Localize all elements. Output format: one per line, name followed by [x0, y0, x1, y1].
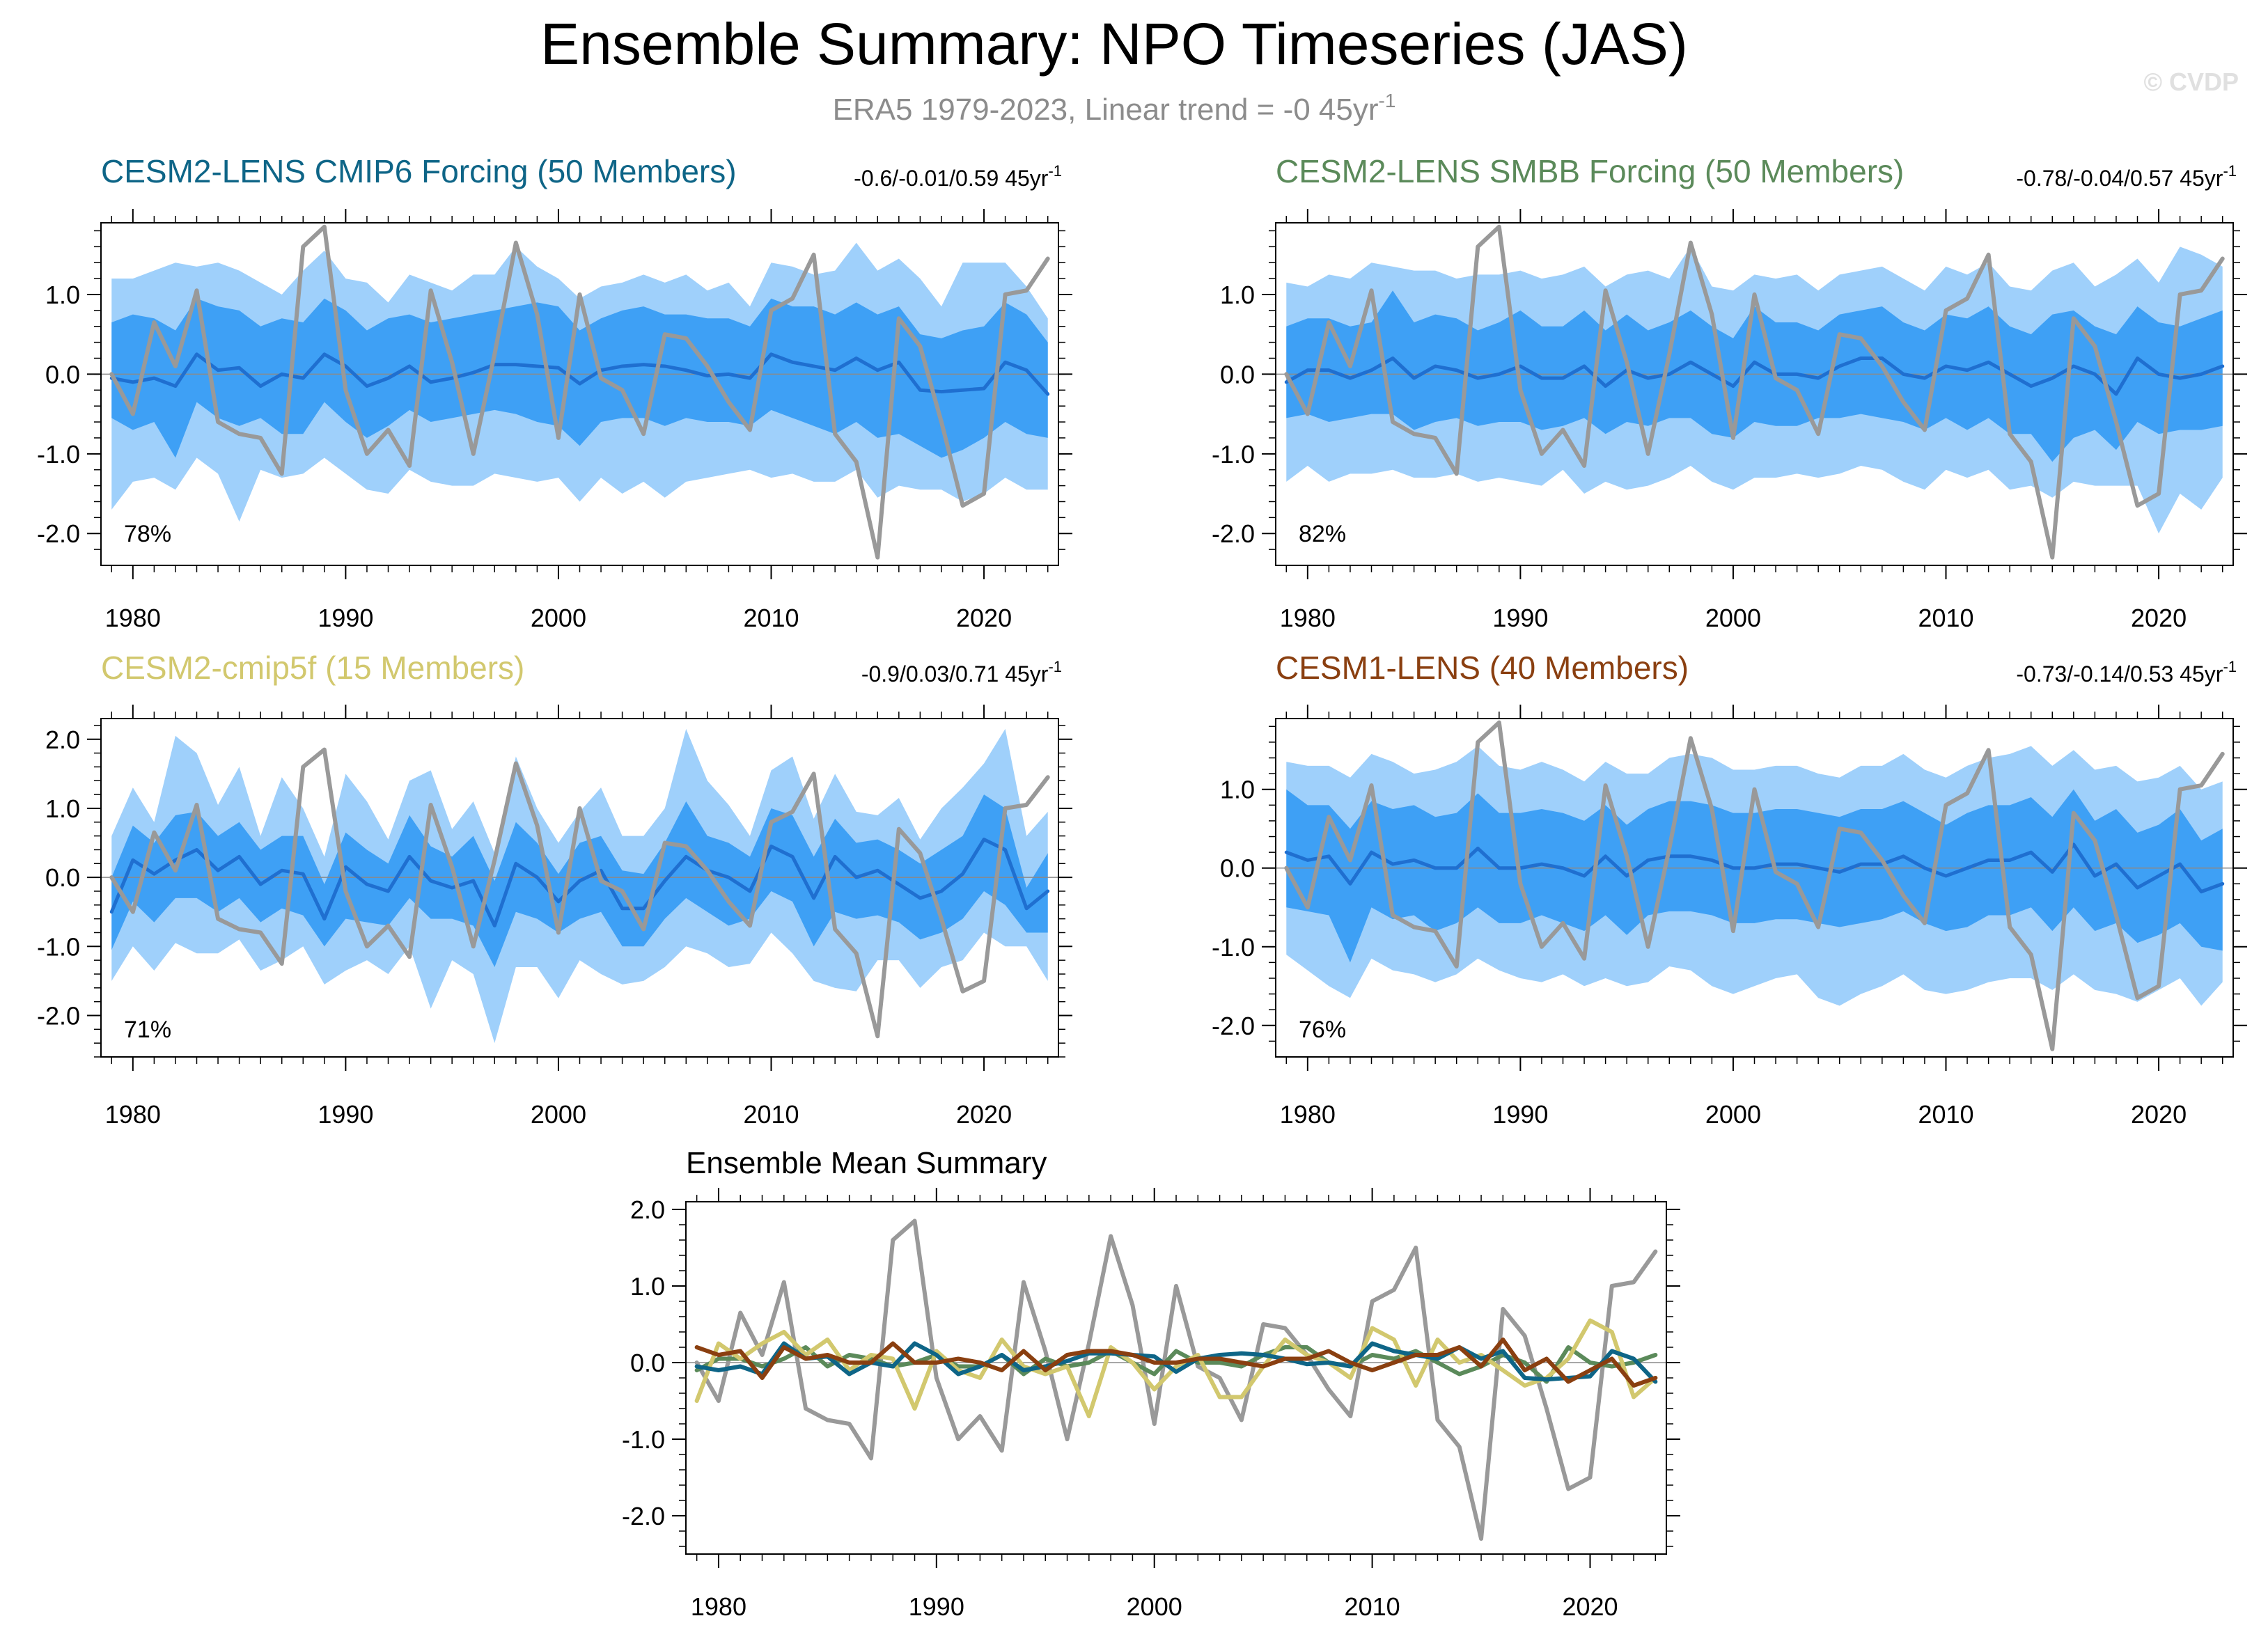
- page-subtitle: ERA5 1979-2023, Linear trend = -0 45yr-1: [833, 90, 1396, 127]
- x-tick-label: 1990: [1492, 604, 1548, 632]
- trend-label-superscript: -1: [1048, 162, 1062, 180]
- x-tick-label: 2000: [531, 604, 586, 632]
- x-tick-label: 2010: [1918, 1100, 1973, 1129]
- trend-label-text: -0.78/-0.04/0.57 45yr: [2016, 166, 2223, 191]
- y-tick-label: 0.0: [45, 360, 80, 389]
- y-tick-label: 1.0: [45, 281, 80, 309]
- percent-label: 76%: [1299, 1017, 1346, 1043]
- percent-label: 82%: [1299, 521, 1346, 547]
- y-tick-label: 0.0: [1220, 360, 1255, 389]
- x-tick-label: 2020: [2131, 604, 2187, 632]
- trend-label: -0.78/-0.04/0.57 45yr-1: [2016, 162, 2237, 191]
- trend-label-text: -0.9/0.03/0.71 45yr: [861, 661, 1049, 687]
- x-tick-label: 1990: [1492, 1100, 1548, 1129]
- y-tick-label: 1.0: [630, 1272, 665, 1301]
- y-tick-label: 1.0: [1220, 776, 1255, 804]
- x-tick-label: 2000: [1705, 1100, 1761, 1129]
- panel-cesm2-lens-smbb: CESM2-LENS SMBB Forcing (50 Members) -0.7…: [1212, 153, 2247, 632]
- ensemble-mean-line: [1284, 842, 2225, 894]
- y-tick-label: 0.0: [45, 863, 80, 892]
- obs-line: [109, 224, 1050, 560]
- x-tick-label: 2000: [1127, 1592, 1182, 1621]
- y-tick-label: -2.0: [37, 519, 80, 548]
- series-line: [694, 1318, 1658, 1418]
- x-tick-label: 1980: [1280, 1100, 1336, 1129]
- x-tick-label: 2020: [1562, 1592, 1618, 1621]
- percent-label: 71%: [124, 1017, 171, 1043]
- x-tick-label: 1990: [909, 1592, 964, 1621]
- plot-area: [686, 1202, 1666, 1554]
- panel-title: CESM2-LENS CMIP6 Forcing (50 Members): [101, 153, 737, 189]
- trend-label: -0.6/-0.01/0.59 45yr-1: [854, 162, 1062, 191]
- obs-line: [109, 747, 1050, 1039]
- y-tick-label: 1.0: [1220, 281, 1255, 309]
- x-tick-label: 1990: [318, 604, 373, 632]
- x-tick-label: 2000: [1705, 604, 1761, 632]
- percent-label: 78%: [124, 521, 171, 547]
- y-tick-label: -2.0: [1212, 1012, 1255, 1040]
- x-tick-label: 1980: [105, 604, 161, 632]
- obs-line: [1284, 720, 2225, 1051]
- x-tick-label: 2000: [531, 1100, 586, 1129]
- y-tick-label: 2.0: [45, 726, 80, 754]
- y-tick-label: 1.0: [45, 794, 80, 823]
- obs-line: [1284, 224, 2225, 560]
- trend-label-text: -0.73/-0.14/0.53 45yr: [2016, 661, 2223, 687]
- trend-label-text: -0.6/-0.01/0.59 45yr: [854, 166, 1049, 191]
- page-subtitle-superscript: -1: [1379, 90, 1396, 111]
- panel-title: CESM2-LENS SMBB Forcing (50 Members): [1276, 153, 1904, 189]
- panel-ensemble-mean-summary: Ensemble Mean Summary -2.0 -1.0 0.0 1.0 2.0 19…: [622, 1146, 1680, 1621]
- panel-title: Ensemble Mean Summary: [686, 1146, 1047, 1180]
- y-tick-label: -2.0: [37, 1001, 80, 1030]
- series-line: [694, 1218, 1658, 1541]
- x-tick-label: 1980: [1280, 604, 1336, 632]
- y-tick-label: -2.0: [1212, 519, 1255, 548]
- series-line: [694, 1345, 1658, 1384]
- x-tick-label: 1990: [318, 1100, 373, 1129]
- panel-cesm2-lens-cmip6: CESM2-LENS CMIP6 Forcing (50 Members) -0.…: [37, 153, 1072, 632]
- y-tick-label: -1.0: [37, 440, 80, 469]
- trend-label-superscript: -1: [2223, 162, 2237, 180]
- x-tick-label: 2010: [1345, 1592, 1400, 1621]
- y-tick-label: -1.0: [622, 1425, 665, 1454]
- page-subtitle-text: ERA5 1979-2023, Linear trend = -0 45yr: [833, 93, 1379, 127]
- x-tick-label: 2010: [743, 1100, 799, 1129]
- x-tick-label: 2020: [2131, 1100, 2187, 1129]
- x-tick-label: 1980: [105, 1100, 161, 1129]
- panels: CESM2-LENS CMIP6 Forcing (50 Members) -0.…: [37, 153, 2247, 1621]
- band-25-75: [1286, 789, 2223, 963]
- y-tick-label: -2.0: [622, 1502, 665, 1530]
- trend-label: -0.9/0.03/0.71 45yr-1: [861, 658, 1062, 687]
- band-25-75: [111, 298, 1048, 458]
- x-tick-label: 1980: [691, 1592, 746, 1621]
- x-tick-label: 2020: [956, 604, 1012, 632]
- panel-title: CESM1-LENS (40 Members): [1276, 650, 1689, 686]
- ensemble-mean-line: [1284, 356, 2225, 396]
- x-tick-label: 2020: [956, 1100, 1012, 1129]
- y-tick-label: 0.0: [630, 1349, 665, 1377]
- band-25-75: [1286, 290, 2223, 462]
- series-line: [694, 1341, 1658, 1384]
- y-tick-label: -1.0: [1212, 440, 1255, 469]
- panel-cesm2-cmip5f: CESM2-cmip5f (15 Members) -0.9/0.03/0.71 …: [37, 650, 1072, 1129]
- trend-label-superscript: -1: [1048, 658, 1062, 675]
- trend-label: -0.73/-0.14/0.53 45yr-1: [2016, 658, 2237, 687]
- panel-title: CESM2-cmip5f (15 Members): [101, 650, 524, 686]
- x-tick-label: 2010: [743, 604, 799, 632]
- y-tick-label: 2.0: [630, 1195, 665, 1224]
- series-line: [694, 1338, 1658, 1388]
- cvdp-watermark: © CVDP: [2143, 68, 2239, 96]
- page-title: Ensemble Summary: NPO Timeseries (JAS): [540, 11, 1688, 77]
- y-tick-label: -1.0: [37, 932, 80, 961]
- panel-cesm1-lens: CESM1-LENS (40 Members) -0.73/-0.14/0.53 …: [1212, 650, 2247, 1129]
- y-tick-label: -1.0: [1212, 933, 1255, 962]
- y-tick-label: 0.0: [1220, 854, 1255, 883]
- ensemble-mean-line: [109, 352, 1050, 396]
- trend-label-superscript: -1: [2223, 658, 2237, 675]
- x-tick-label: 2010: [1918, 604, 1973, 632]
